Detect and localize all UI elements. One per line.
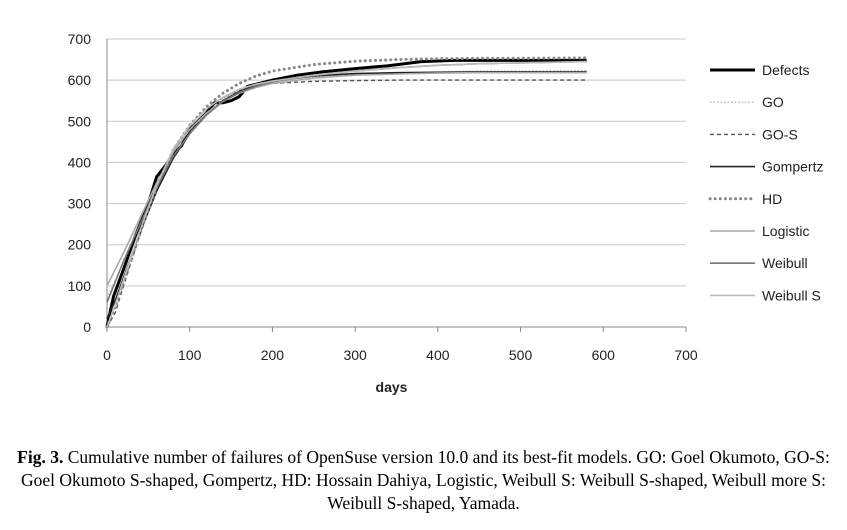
legend-label: GO (762, 94, 784, 110)
figure-caption: Fig. 3. Cumulative number of failures of… (0, 446, 847, 515)
axes: 0 100 200 300 400 500 600 700 0 100 200 300 400 500 60… (68, 31, 698, 395)
series-line-weibull (106, 60, 587, 303)
series-line-logistic (106, 71, 587, 287)
series-line-go (106, 70, 587, 299)
legend-label: HD (762, 191, 782, 207)
caption-text: Cumulative number of failures of OpenSus… (20, 447, 830, 513)
x-tick-label: 600 (592, 347, 616, 363)
x-tick-label: 700 (674, 347, 698, 363)
y-tick-label: 0 (83, 319, 91, 335)
series-line-weibull-s (106, 60, 587, 328)
y-tick-label: 400 (68, 154, 92, 170)
x-tick-label: 400 (426, 347, 450, 363)
y-tick-label: 200 (68, 237, 92, 253)
x-tick-label: 100 (178, 347, 202, 363)
series-line-gompertz (106, 71, 587, 320)
legend-label: Gompertz (762, 159, 823, 175)
x-tick-label: 500 (509, 347, 533, 363)
y-tick-label: 100 (68, 278, 92, 294)
y-tick-label: 500 (68, 113, 92, 129)
series-line-defects (105, 58, 587, 328)
x-axis-title: days (376, 379, 408, 395)
line-chart: 0 100 200 300 400 500 600 700 0 100 200 300 400 500 60… (68, 31, 824, 395)
y-tick-label: 300 (68, 196, 92, 212)
legend-label: Defects (762, 62, 809, 78)
legend-label: GO-S (762, 126, 798, 142)
y-tick-label: 700 (68, 31, 92, 47)
x-tick-label: 200 (261, 347, 285, 363)
legend-label: Weibull (762, 255, 808, 271)
x-tick-label: 300 (343, 347, 367, 363)
y-tick-label: 600 (68, 72, 92, 88)
x-tick-label: 0 (103, 347, 111, 363)
gridlines (107, 38, 686, 328)
series-line-hd (105, 56, 589, 329)
caption-label: Fig. 3. (17, 447, 64, 467)
series-lines (105, 56, 589, 329)
legend-label: Logistic (762, 223, 809, 239)
legend: Defects GO GO-S Gompertz HD Logistic Weibull We… (708, 62, 823, 303)
legend-label: Weibull S (762, 287, 821, 303)
